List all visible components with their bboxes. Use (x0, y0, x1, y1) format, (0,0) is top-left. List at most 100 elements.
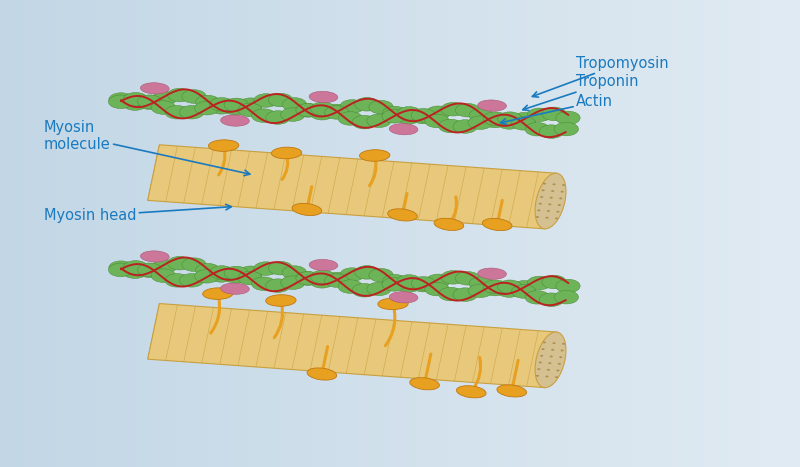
Ellipse shape (558, 204, 561, 206)
Bar (704, 0, 712, 467)
Ellipse shape (325, 104, 349, 118)
Bar (344, 0, 352, 467)
Ellipse shape (556, 111, 580, 125)
Bar (760, 0, 768, 467)
Ellipse shape (310, 102, 335, 115)
Bar (72, 0, 80, 467)
Bar (240, 0, 248, 467)
Bar (312, 0, 320, 467)
Bar (208, 0, 216, 467)
Bar (24, 0, 32, 467)
Bar (16, 0, 24, 467)
Bar (752, 0, 760, 467)
Ellipse shape (209, 140, 239, 151)
Ellipse shape (469, 277, 494, 290)
Bar (368, 0, 376, 467)
Ellipse shape (411, 276, 435, 290)
Ellipse shape (441, 102, 466, 116)
Ellipse shape (562, 343, 565, 345)
Bar (592, 0, 600, 467)
Bar (776, 0, 784, 467)
Bar (0, 0, 8, 467)
Ellipse shape (455, 271, 480, 285)
Ellipse shape (438, 287, 463, 301)
Ellipse shape (483, 114, 507, 128)
Ellipse shape (224, 98, 249, 112)
Ellipse shape (540, 355, 543, 357)
Bar (32, 0, 40, 467)
Ellipse shape (221, 283, 250, 294)
Bar (360, 0, 368, 467)
Ellipse shape (382, 106, 407, 120)
Ellipse shape (251, 109, 276, 122)
Ellipse shape (151, 101, 175, 114)
Ellipse shape (547, 369, 550, 371)
Ellipse shape (282, 266, 306, 279)
Ellipse shape (382, 275, 407, 288)
Bar (656, 0, 664, 467)
Ellipse shape (325, 106, 349, 119)
Bar (8, 0, 16, 467)
Ellipse shape (535, 332, 566, 388)
Ellipse shape (559, 356, 562, 358)
Text: Actin: Actin (501, 94, 613, 124)
Ellipse shape (195, 95, 220, 109)
Ellipse shape (366, 114, 391, 127)
Bar (112, 0, 120, 467)
Bar (672, 0, 680, 467)
Ellipse shape (483, 112, 507, 126)
Ellipse shape (478, 100, 506, 111)
Ellipse shape (309, 260, 338, 271)
Text: Myosin
molecule: Myosin molecule (44, 120, 250, 176)
Ellipse shape (369, 269, 393, 282)
Ellipse shape (478, 268, 506, 279)
Ellipse shape (109, 93, 134, 106)
Ellipse shape (254, 94, 278, 107)
Ellipse shape (540, 196, 543, 198)
Bar (728, 0, 736, 467)
Ellipse shape (296, 103, 320, 117)
Bar (504, 0, 512, 467)
Ellipse shape (310, 106, 334, 120)
Ellipse shape (546, 217, 549, 219)
Ellipse shape (551, 190, 554, 192)
Ellipse shape (539, 293, 564, 306)
Ellipse shape (369, 100, 393, 114)
Polygon shape (148, 304, 556, 388)
Bar (40, 0, 48, 467)
Ellipse shape (425, 114, 449, 127)
Text: Tropomyosin: Tropomyosin (532, 56, 669, 97)
Bar (264, 0, 272, 467)
Ellipse shape (525, 290, 550, 304)
Ellipse shape (138, 95, 162, 108)
Bar (224, 0, 232, 467)
Ellipse shape (396, 279, 421, 292)
Ellipse shape (512, 281, 537, 294)
Ellipse shape (221, 115, 250, 126)
Ellipse shape (138, 264, 162, 277)
Bar (552, 0, 560, 467)
Ellipse shape (238, 98, 263, 112)
Bar (664, 0, 672, 467)
Text: Troponin: Troponin (523, 74, 638, 111)
Bar (152, 0, 160, 467)
Ellipse shape (538, 209, 541, 211)
Ellipse shape (179, 274, 204, 287)
Bar (568, 0, 576, 467)
Ellipse shape (210, 100, 234, 114)
Ellipse shape (338, 112, 362, 125)
Bar (384, 0, 392, 467)
Ellipse shape (550, 197, 553, 198)
Bar (520, 0, 528, 467)
Ellipse shape (179, 106, 204, 119)
Ellipse shape (455, 103, 480, 117)
Bar (96, 0, 104, 467)
Bar (304, 0, 312, 467)
Ellipse shape (352, 115, 377, 129)
Ellipse shape (539, 125, 564, 138)
Ellipse shape (325, 274, 349, 287)
Ellipse shape (151, 269, 175, 283)
Ellipse shape (538, 203, 542, 205)
Ellipse shape (141, 83, 169, 94)
Ellipse shape (296, 104, 320, 117)
